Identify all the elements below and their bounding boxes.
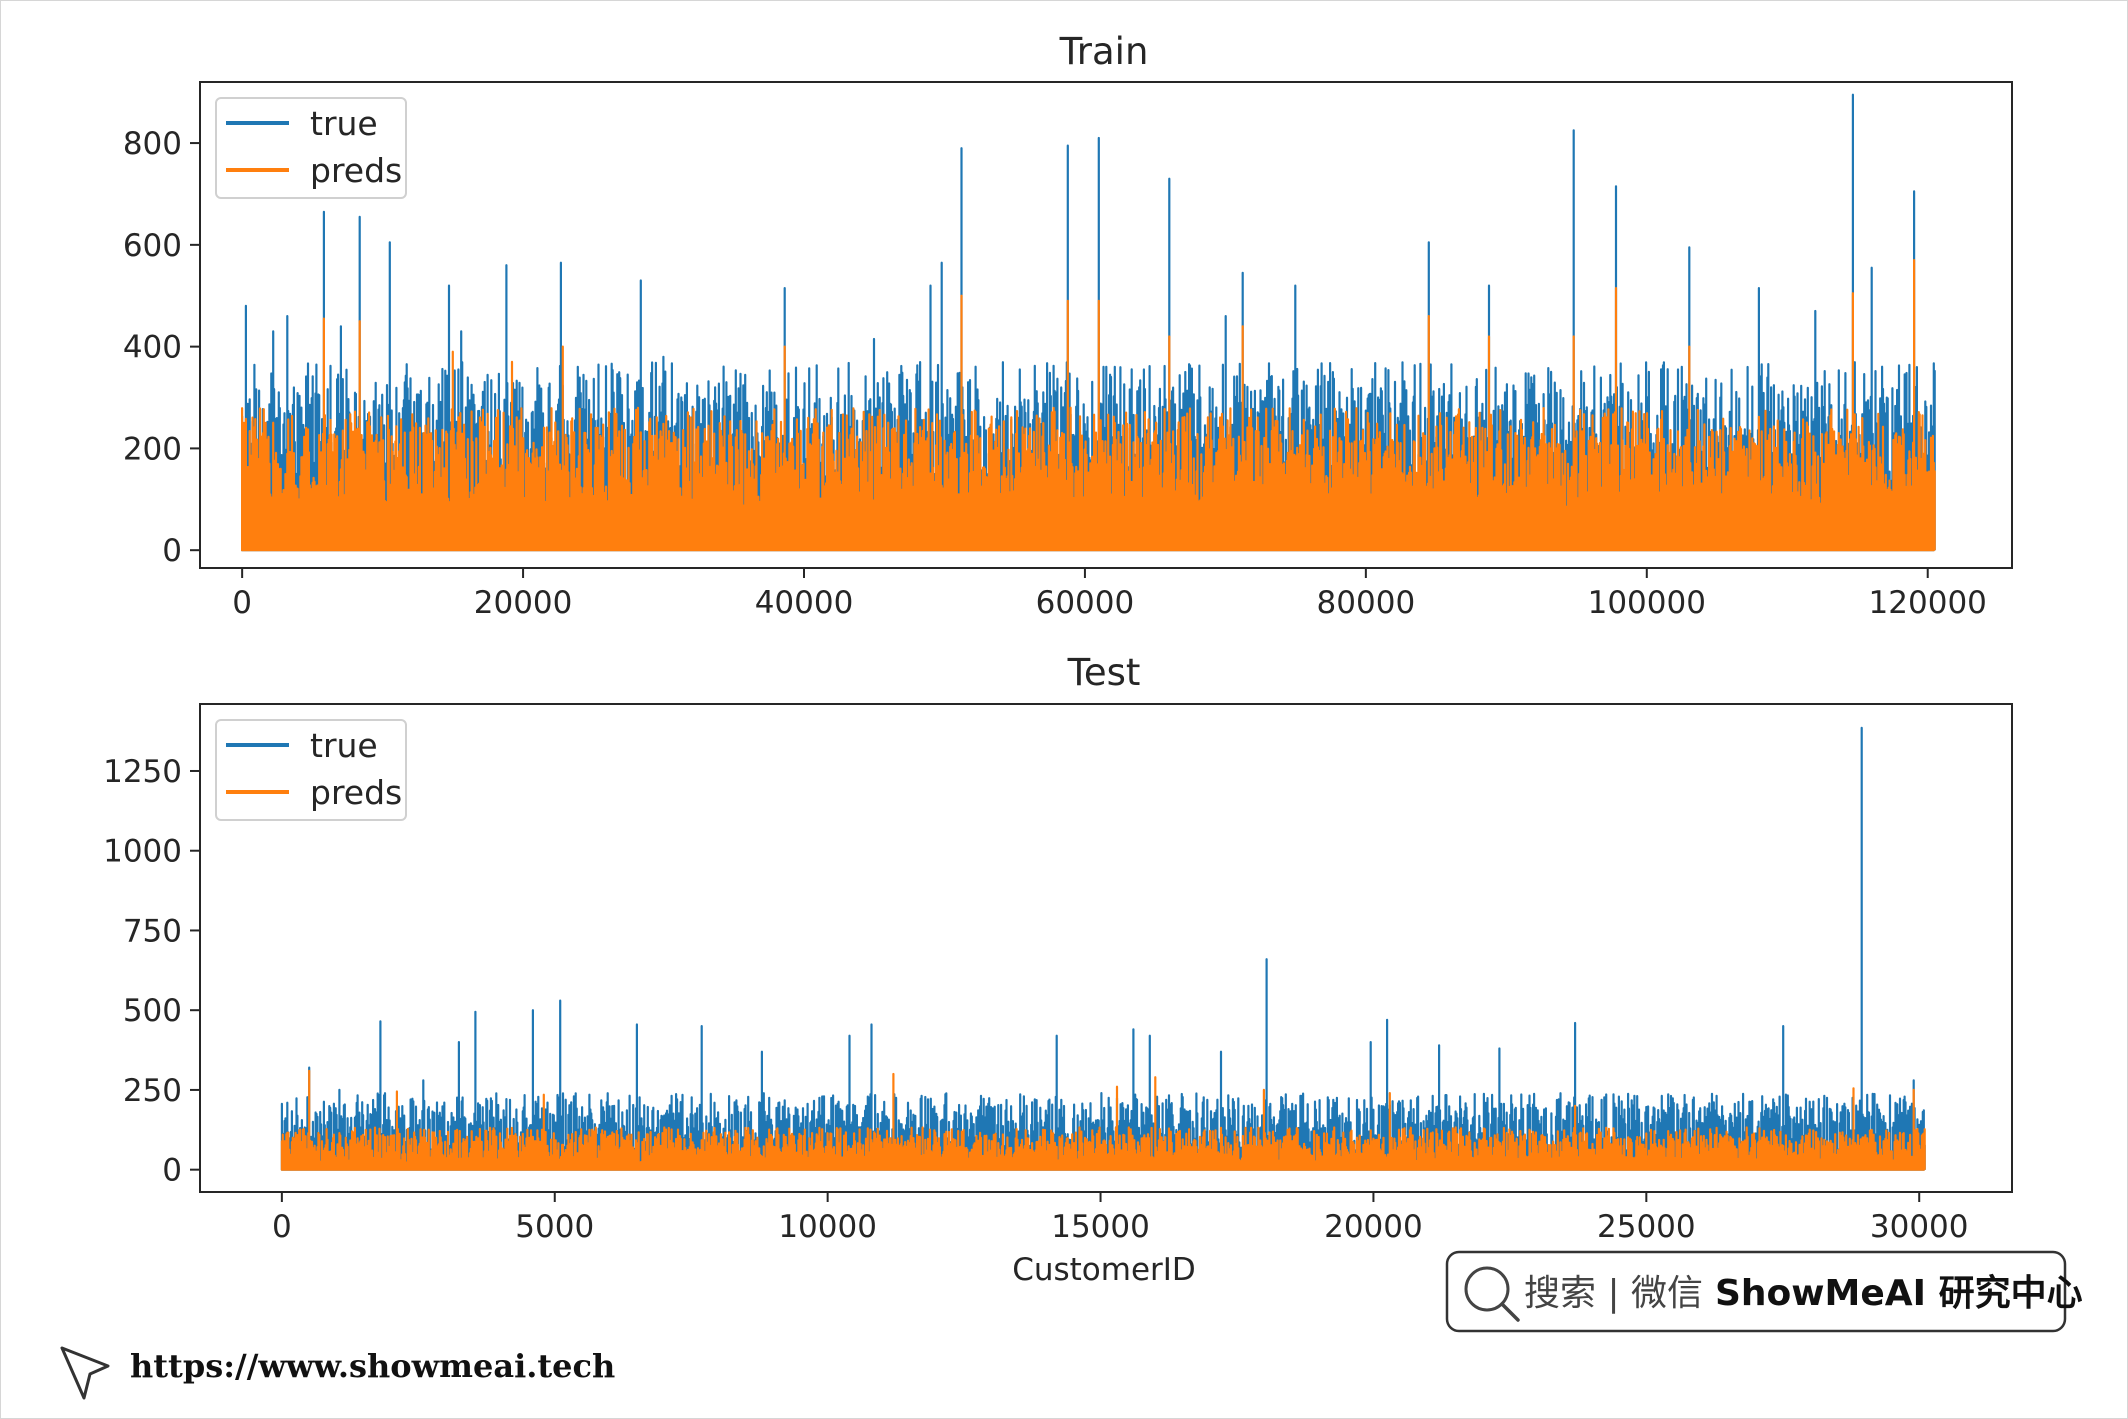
y-tick-label: 600 xyxy=(123,228,182,264)
cursor-icon xyxy=(60,1346,110,1400)
x-tick-label: 0 xyxy=(272,1209,292,1245)
plot-frame xyxy=(199,703,2013,1193)
test-chart: Test 0 5000 10000 15000 20000 25000 30000 0 250 5… xyxy=(103,651,2013,1288)
y-tick-label: 750 xyxy=(123,913,182,949)
x-tick-label: 0 xyxy=(232,585,252,621)
footer: https://www.showmeai.tech xyxy=(60,1346,615,1400)
x-axis-label: CustomerID xyxy=(1012,1252,1196,1288)
x-tick-label: 30000 xyxy=(1870,1209,1969,1245)
y-tick-label: 400 xyxy=(123,330,182,366)
search-icon xyxy=(1464,1266,1520,1322)
y-tick-label: 500 xyxy=(123,993,182,1029)
series-layer xyxy=(241,93,1936,552)
chart-title: Test xyxy=(1067,651,1141,694)
train-chart: Train 0 20000 40000 60000 80000 100000 1200000… xyxy=(123,30,2013,621)
ticks-layer: 0 20000 40000 60000 80000 100000 120000 0 200 400… xyxy=(123,126,1987,621)
legend-label-true: true xyxy=(310,726,378,765)
y-tick-label: 250 xyxy=(123,1073,182,1109)
y-tick-label: 1250 xyxy=(103,754,182,790)
legend-label-preds: preds xyxy=(310,151,402,190)
x-tick-label: 40000 xyxy=(755,585,854,621)
x-tick-label: 120000 xyxy=(1869,585,1987,621)
x-tick-label: 15000 xyxy=(1051,1209,1150,1245)
series-line-preds xyxy=(280,1069,1926,1171)
legend-label-preds: preds xyxy=(310,773,402,812)
x-tick-label: 10000 xyxy=(778,1209,877,1245)
watermark-brand: ShowMeAI 研究中心 xyxy=(1715,1273,2083,1314)
x-tick-label: 5000 xyxy=(515,1209,594,1245)
x-tick-label: 100000 xyxy=(1588,585,1706,621)
legend: true preds xyxy=(215,719,407,821)
series-line-true xyxy=(280,726,1926,1171)
y-tick-label: 1000 xyxy=(103,834,182,870)
series-line-preds xyxy=(241,259,1936,552)
x-tick-label: 25000 xyxy=(1597,1209,1696,1245)
y-tick-label: 0 xyxy=(162,1153,182,1189)
y-tick-label: 800 xyxy=(123,126,182,162)
x-tick-label: 20000 xyxy=(1324,1209,1423,1245)
y-tick-label: 0 xyxy=(162,533,182,569)
x-tick-label: 60000 xyxy=(1036,585,1135,621)
legend-label-true: true xyxy=(310,104,378,143)
x-tick-label: 80000 xyxy=(1317,585,1416,621)
watermark-box xyxy=(1445,1250,2067,1333)
legend: true preds xyxy=(215,97,407,199)
footer-url: https://www.showmeai.tech xyxy=(130,1347,615,1385)
plot-frame xyxy=(199,81,2013,569)
watermark-badge: 搜索 | 微信 ShowMeAI 研究中心 xyxy=(1445,1250,2083,1333)
y-tick-label: 200 xyxy=(123,431,182,467)
x-tick-label: 20000 xyxy=(474,585,573,621)
series-layer xyxy=(280,726,1926,1171)
ticks-layer: 0 5000 10000 15000 20000 25000 30000 0 250 500 750… xyxy=(103,754,1968,1245)
chart-title: Train xyxy=(1059,30,1149,73)
watermark-search-label: 搜索 | 微信 xyxy=(1524,1273,1703,1314)
